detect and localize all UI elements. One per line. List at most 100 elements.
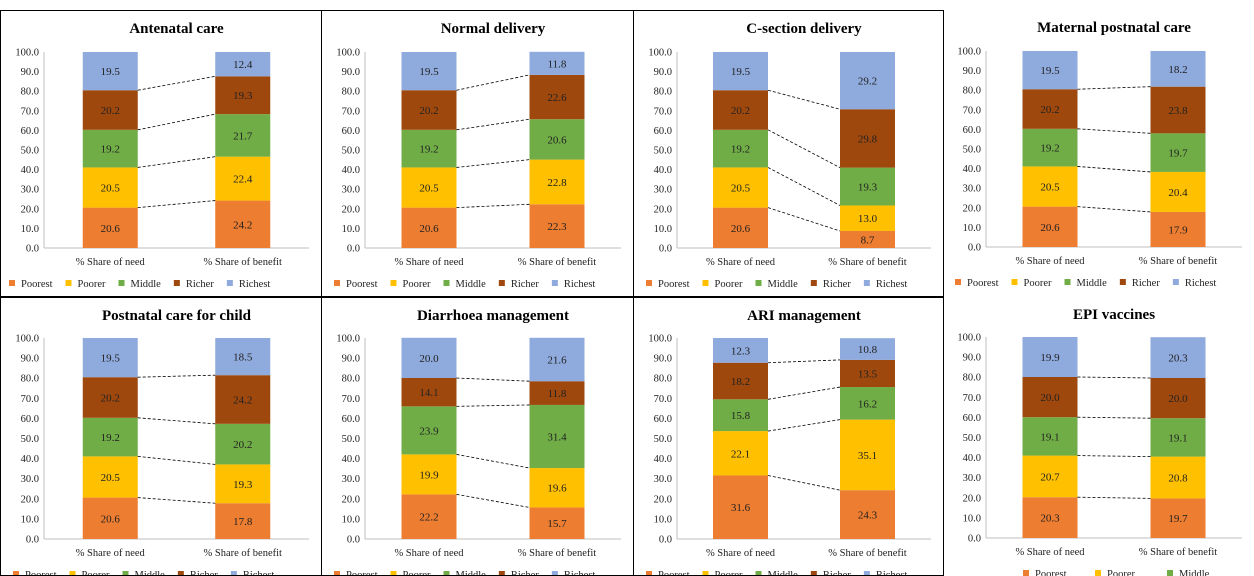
legend-item-middle: Middle xyxy=(443,279,487,290)
y-tick-label: 40.0 xyxy=(342,165,360,176)
legend-item-middle: Middle xyxy=(1064,278,1108,289)
legend-swatch xyxy=(334,571,340,575)
data-label: 19.2 xyxy=(731,144,750,156)
data-label: 19.7 xyxy=(1168,513,1188,525)
connector-line xyxy=(137,75,216,91)
data-label: 20.5 xyxy=(101,183,121,195)
data-label: 13.5 xyxy=(858,368,878,380)
data-label: 20.2 xyxy=(419,105,438,117)
y-tick-label: 80.0 xyxy=(342,87,360,98)
y-tick-label: 10.0 xyxy=(963,223,981,234)
data-label: 18.2 xyxy=(1168,64,1187,76)
y-tick-label: 80.0 xyxy=(21,87,39,98)
legend-item-richer: Richer xyxy=(1119,278,1160,289)
legend-swatch xyxy=(13,571,19,575)
data-label: 20.7 xyxy=(1040,471,1060,483)
data-label: 12.3 xyxy=(731,345,751,357)
bar-segment-poorest xyxy=(529,204,585,248)
data-label: 20.0 xyxy=(419,353,439,365)
bar-segment-poorer xyxy=(1022,455,1078,498)
legend-label: Poorer xyxy=(78,279,106,290)
x-category-label: % Share of benefit xyxy=(1139,547,1218,558)
legend-swatch xyxy=(1011,279,1018,285)
chart-panel-epi-vaccines: EPI vaccines 0.0 10.0 20.0 30.0 40.0 50.0 60.0 7… xyxy=(943,297,1254,576)
connector-line xyxy=(767,475,841,491)
bar-segment-poorer xyxy=(713,167,768,208)
connector-line xyxy=(767,386,841,400)
bar-segment-richest xyxy=(1022,337,1078,377)
connector-line xyxy=(1077,455,1151,457)
y-tick-label: 100.0 xyxy=(336,48,360,59)
connector-line xyxy=(767,167,841,206)
data-label: 18.5 xyxy=(233,352,253,364)
data-label: 22.8 xyxy=(547,177,567,189)
legend-label: Richest xyxy=(1185,278,1217,289)
data-label: 20.3 xyxy=(1040,513,1060,525)
data-label: 20.6 xyxy=(731,223,751,235)
y-tick-label: 60.0 xyxy=(21,414,39,425)
legend-swatch xyxy=(1119,279,1126,285)
legend-item-poorer: Poorer xyxy=(702,570,743,575)
chart-title: Diarrhoea management xyxy=(417,308,569,324)
y-tick-label: 0.0 xyxy=(968,243,981,254)
x-category-label: % Share of benefit xyxy=(518,548,597,559)
data-label: 19.9 xyxy=(419,469,439,481)
connector-line xyxy=(1077,86,1151,90)
y-tick-label: 90.0 xyxy=(654,67,672,78)
legend-label: Middle xyxy=(1077,278,1108,289)
bar-segment-richer xyxy=(82,90,138,130)
bar-segment-middle xyxy=(1022,417,1078,456)
bar-segment-richer xyxy=(713,362,768,400)
legend-item-poorest: Poorest xyxy=(646,279,690,290)
y-tick-label: 100.0 xyxy=(648,48,672,59)
chart-panel-ari-management: ARI management 0.0 10.0 20.0 30.0 40.0 50.0 60.… xyxy=(633,297,944,576)
bar-segment-middle xyxy=(1150,418,1206,457)
connector-line xyxy=(767,207,841,232)
connector-line xyxy=(1077,206,1151,213)
legend-item-poorest: Poorest xyxy=(334,570,378,575)
legend-item-richer: Richer xyxy=(810,279,851,290)
legend-swatch xyxy=(1064,279,1071,285)
bar-segment-middle xyxy=(840,387,895,420)
legend-item-middle: Middle xyxy=(443,570,486,575)
y-tick-label: 20.0 xyxy=(963,203,981,214)
legend-item-poorest: Poorest xyxy=(13,570,57,575)
y-tick-label: 30.0 xyxy=(963,184,981,195)
connector-line xyxy=(137,156,216,168)
legend-swatch xyxy=(334,280,340,286)
y-tick-label: 50.0 xyxy=(963,145,981,156)
bar-segment-poorest xyxy=(215,503,271,539)
legend-swatch xyxy=(1023,570,1029,576)
legend-label: Richest xyxy=(243,570,275,575)
y-tick-label: 40.0 xyxy=(963,164,981,175)
data-label: 21.6 xyxy=(547,355,567,367)
data-label: 29.2 xyxy=(858,76,877,88)
legend-swatch xyxy=(702,571,709,575)
bar-segment-middle xyxy=(215,114,271,157)
legend-label: Richest xyxy=(239,279,271,290)
y-tick-label: 50.0 xyxy=(654,434,672,445)
chart-svg: Normal delivery 0.0 10.0 20.0 30.0 40.0 50.0 60… xyxy=(334,21,621,290)
y-tick-label: 0.0 xyxy=(659,244,672,255)
bar-segment-poorer xyxy=(1150,456,1206,499)
legend-label: Middle xyxy=(456,279,487,290)
x-category-label: % Share of need xyxy=(1015,547,1085,558)
y-tick-label: 90.0 xyxy=(963,66,981,77)
y-tick-label: 20.0 xyxy=(21,494,39,505)
connector-line xyxy=(137,497,216,504)
bar-segment-poorer xyxy=(82,167,138,208)
legend-label: Poorer xyxy=(82,570,110,575)
y-tick-label: 50.0 xyxy=(342,146,360,157)
y-tick-label: 0.0 xyxy=(26,244,39,255)
y-tick-label: 60.0 xyxy=(963,413,981,424)
x-category-label: % Share of benefit xyxy=(828,548,907,559)
data-label: 20.3 xyxy=(1168,353,1188,365)
bar-segment-middle xyxy=(529,119,585,160)
data-label: 15.7 xyxy=(547,518,567,530)
bar-segment-richer xyxy=(840,109,895,168)
bar-segment-poorest xyxy=(401,207,457,248)
bar-segment-poorest xyxy=(1022,497,1078,538)
data-label: 20.2 xyxy=(101,392,120,404)
legend-swatch xyxy=(551,571,558,575)
bar-segment-middle xyxy=(82,417,138,457)
